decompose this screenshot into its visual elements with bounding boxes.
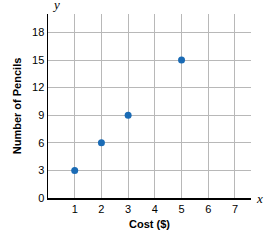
svg-text:6: 6 xyxy=(205,203,211,215)
svg-text:Cost ($): Cost ($) xyxy=(129,218,170,230)
svg-text:0: 0 xyxy=(38,192,44,204)
svg-text:2: 2 xyxy=(98,203,104,215)
svg-text:3: 3 xyxy=(125,203,131,215)
svg-text:18: 18 xyxy=(32,26,44,38)
svg-text:12: 12 xyxy=(32,81,44,93)
svg-text:Number of Pencils: Number of Pencils xyxy=(11,58,23,155)
svg-text:1: 1 xyxy=(72,203,78,215)
svg-text:y: y xyxy=(52,0,60,12)
svg-text:15: 15 xyxy=(32,54,44,66)
svg-text:3: 3 xyxy=(38,164,44,176)
svg-text:x: x xyxy=(256,191,263,206)
svg-text:9: 9 xyxy=(38,109,44,121)
svg-text:7: 7 xyxy=(232,203,238,215)
svg-text:5: 5 xyxy=(178,203,184,215)
svg-text:6: 6 xyxy=(38,137,44,149)
svg-text:4: 4 xyxy=(152,203,158,215)
